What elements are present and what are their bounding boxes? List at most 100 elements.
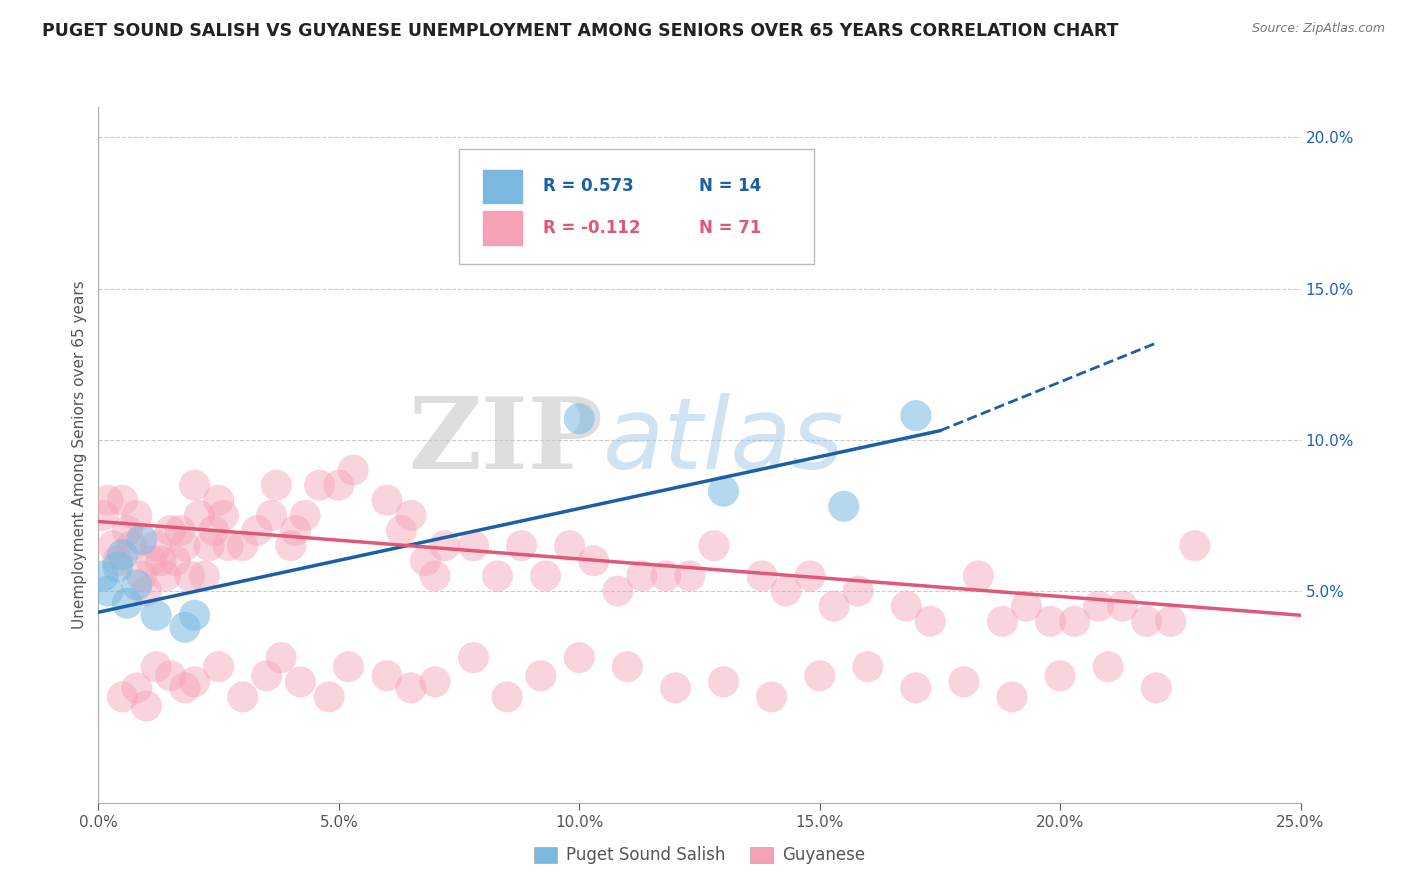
Point <box>606 584 628 599</box>
Point <box>169 524 191 538</box>
Text: Source: ZipAtlas.com: Source: ZipAtlas.com <box>1251 22 1385 36</box>
Point <box>399 681 422 695</box>
Point <box>145 539 167 553</box>
Point <box>342 463 364 477</box>
Point <box>510 539 533 553</box>
Point <box>568 650 591 665</box>
Point <box>337 659 360 673</box>
Point <box>232 690 254 704</box>
Point <box>433 539 456 553</box>
Point <box>703 539 725 553</box>
Point <box>280 539 302 553</box>
Text: atlas: atlas <box>603 392 845 490</box>
Point <box>1184 539 1206 553</box>
Point <box>328 478 350 492</box>
Bar <box>484 211 522 244</box>
Point <box>1144 681 1167 695</box>
Point <box>1039 615 1062 629</box>
Legend: Puget Sound Salish, Guyanese: Puget Sound Salish, Guyanese <box>527 839 872 871</box>
Point <box>679 569 702 583</box>
Point <box>145 608 167 623</box>
Point <box>260 508 283 523</box>
Point <box>582 554 605 568</box>
Point <box>751 569 773 583</box>
Point <box>534 569 557 583</box>
Point <box>149 554 172 568</box>
Point <box>463 650 485 665</box>
Point <box>270 650 292 665</box>
Point <box>145 659 167 673</box>
Point <box>159 669 181 683</box>
Point <box>630 569 652 583</box>
Point <box>991 615 1014 629</box>
Text: ZIP: ZIP <box>408 392 603 490</box>
Point <box>463 539 485 553</box>
Point <box>486 569 509 583</box>
Point <box>1001 690 1024 704</box>
Point <box>256 669 278 683</box>
Point <box>135 698 157 713</box>
Point <box>165 554 187 568</box>
Point <box>389 524 412 538</box>
Point <box>183 478 205 492</box>
Point <box>713 484 735 499</box>
Point <box>202 524 225 538</box>
Point <box>530 669 553 683</box>
Point <box>91 508 114 523</box>
Point <box>308 478 330 492</box>
Point <box>655 569 678 583</box>
Point <box>290 674 312 689</box>
Point <box>183 608 205 623</box>
Point <box>155 569 177 583</box>
Text: R = 0.573: R = 0.573 <box>543 178 634 195</box>
Point <box>616 659 638 673</box>
Point <box>97 584 120 599</box>
Point <box>904 681 927 695</box>
Point <box>294 508 316 523</box>
Point <box>423 569 446 583</box>
Point <box>920 615 942 629</box>
Text: N = 14: N = 14 <box>700 178 762 195</box>
Point <box>117 524 139 538</box>
Point <box>174 620 197 634</box>
Point <box>1087 599 1109 614</box>
Point <box>97 493 120 508</box>
Point <box>188 508 211 523</box>
Point <box>318 690 340 704</box>
Point <box>117 596 139 610</box>
Point <box>375 669 398 683</box>
Point <box>266 478 288 492</box>
Point <box>415 554 437 568</box>
Point <box>159 524 181 538</box>
Point <box>179 569 201 583</box>
Point <box>174 539 197 553</box>
Point <box>953 674 976 689</box>
Point <box>232 539 254 553</box>
Point <box>284 524 307 538</box>
Point <box>125 578 148 592</box>
Point <box>664 681 686 695</box>
Point <box>125 508 148 523</box>
Point <box>125 681 148 695</box>
Point <box>713 674 735 689</box>
Point <box>111 690 134 704</box>
Point <box>107 559 129 574</box>
Point <box>198 539 221 553</box>
Point <box>967 569 990 583</box>
Point <box>1097 659 1119 673</box>
Point <box>193 569 215 583</box>
Point <box>823 599 845 614</box>
Text: R = -0.112: R = -0.112 <box>543 219 641 237</box>
Point <box>832 500 855 514</box>
Point <box>131 533 153 547</box>
Point <box>799 569 821 583</box>
Point <box>568 411 591 425</box>
Point <box>496 690 519 704</box>
Point <box>135 584 157 599</box>
Point <box>107 554 129 568</box>
Point <box>174 681 197 695</box>
Point <box>183 674 205 689</box>
Point <box>375 493 398 508</box>
Point <box>1160 615 1182 629</box>
Point <box>141 554 163 568</box>
